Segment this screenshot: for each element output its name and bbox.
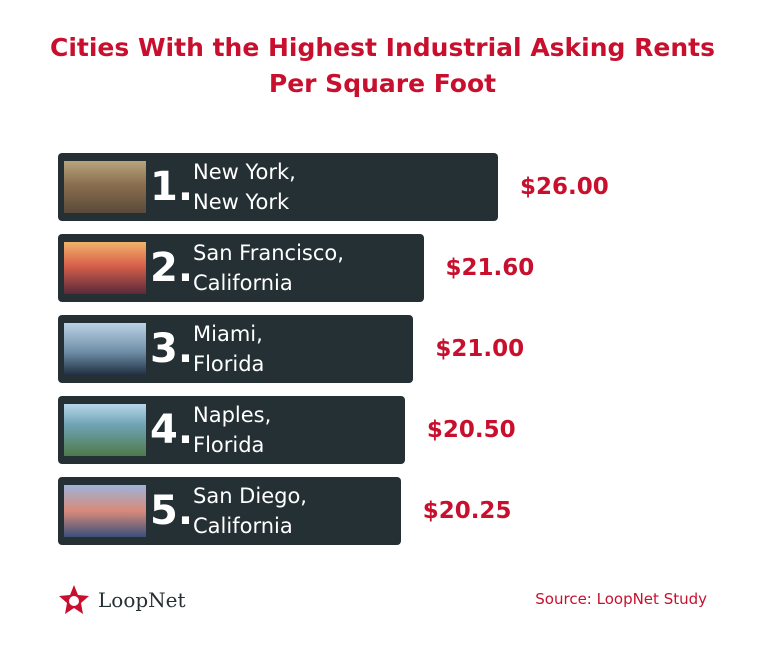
city-photo — [64, 404, 146, 456]
logo-text: LoopNet — [98, 588, 186, 612]
value-label: $21.60 — [445, 255, 535, 281]
rank: 5. — [150, 488, 194, 534]
rank: 2. — [150, 245, 194, 291]
city-label: San Francisco, California — [193, 241, 344, 295]
city-photo — [64, 323, 146, 375]
city-label: San Diego, California — [193, 484, 307, 538]
bar: 1. New York, New York — [58, 153, 498, 221]
city-photo — [64, 242, 146, 294]
rank: 4. — [150, 407, 194, 453]
value-label: $21.00 — [435, 336, 525, 362]
value-label: $20.50 — [426, 417, 516, 443]
bar: 2. San Francisco, California — [58, 234, 424, 302]
city-photo — [64, 485, 146, 537]
city-label: Miami, Florida — [193, 322, 265, 376]
city-label: Naples, Florida — [193, 403, 272, 457]
value-label: $26.00 — [520, 174, 609, 200]
logo: LoopNet — [58, 584, 186, 616]
rank: 3. — [150, 326, 194, 372]
chart-title: Cities With the Highest Industrial Askin… — [50, 33, 715, 98]
bar: 5. San Diego, California — [58, 477, 401, 545]
city-photo — [64, 161, 146, 213]
city-label: New York, New York — [193, 160, 296, 214]
bar: 3. Miami, Florida — [58, 315, 414, 383]
bar: 4. Naples, Florida — [58, 396, 405, 464]
rank: 1. — [150, 164, 194, 210]
source: Source: LoopNet Study — [535, 590, 707, 608]
value-label: $20.25 — [422, 498, 512, 524]
logo-icon — [59, 585, 89, 614]
